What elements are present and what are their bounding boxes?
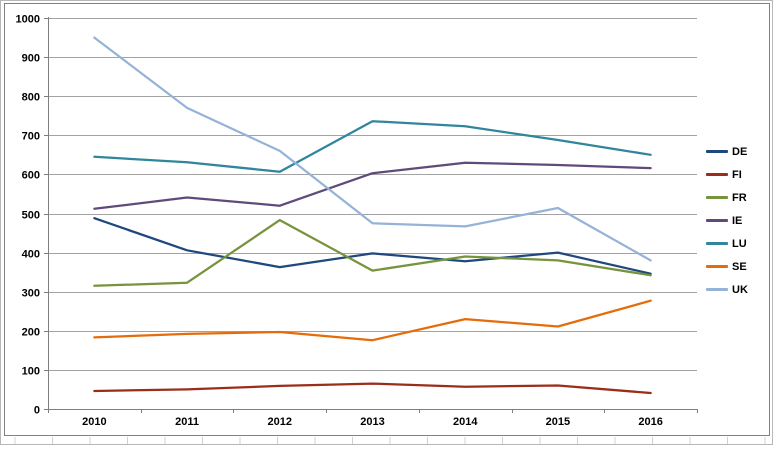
y-tick-label: 900 (22, 53, 40, 65)
chart-legend: DE FI FR IE LU SE UK (706, 140, 770, 301)
y-tick-label: 700 (22, 131, 40, 143)
x-axis-label: 2012 (268, 416, 292, 428)
y-tick-label: 400 (22, 249, 40, 261)
legend-item-FI: FI (706, 163, 770, 186)
y-tick-label: 200 (22, 327, 40, 339)
legend-label-LU: LU (732, 237, 747, 250)
series-line-IE (93, 161, 652, 210)
y-tick-label: 300 (22, 288, 40, 300)
x-axis-label: 2013 (360, 416, 384, 428)
legend-line-swatch-IE (706, 219, 728, 222)
legend-line-swatch-LU (706, 242, 728, 245)
series-line-FR (93, 218, 652, 287)
legend-item-IE: IE (706, 209, 770, 232)
legend-line-swatch-SE (706, 265, 728, 268)
x-axis-label: 2015 (546, 416, 570, 428)
legend-line-swatch-DE (706, 150, 728, 153)
x-axis-label: 2011 (175, 416, 199, 428)
legend-item-UK: UK (706, 278, 770, 301)
y-tick-label: 600 (22, 170, 40, 182)
legend-label-FI: FI (732, 168, 742, 181)
legend-item-FR: FR (706, 186, 770, 209)
chart-border (4, 3, 770, 436)
legend-label-SE: SE (732, 260, 747, 273)
legend-item-LU: LU (706, 232, 770, 255)
y-tick-label: 0 (34, 405, 40, 417)
y-tick-label: 1000 (16, 14, 40, 26)
series-line-FI (93, 382, 652, 395)
legend-line-swatch-FR (706, 196, 728, 199)
legend-line-swatch-UK (706, 288, 728, 291)
x-axis-label: 2010 (82, 416, 106, 428)
legend-item-DE: DE (706, 140, 770, 163)
legend-item-SE: SE (706, 255, 770, 278)
y-tick-label: 500 (22, 210, 40, 222)
series-line-LU (93, 120, 652, 173)
legend-label-DE: DE (732, 145, 748, 158)
x-axis-label: 2014 (453, 416, 478, 428)
series-line-UK (93, 36, 652, 262)
y-tick-label: 800 (22, 92, 40, 104)
x-axis-label: 2016 (638, 416, 662, 428)
legend-label-IE: IE (732, 214, 743, 227)
legend-label-FR: FR (732, 191, 747, 204)
series-line-DE (93, 217, 652, 275)
legend-line-swatch-FI (706, 173, 728, 176)
series-line-SE (93, 299, 652, 342)
y-tick-label: 100 (22, 366, 40, 378)
legend-label-UK: UK (732, 283, 748, 296)
